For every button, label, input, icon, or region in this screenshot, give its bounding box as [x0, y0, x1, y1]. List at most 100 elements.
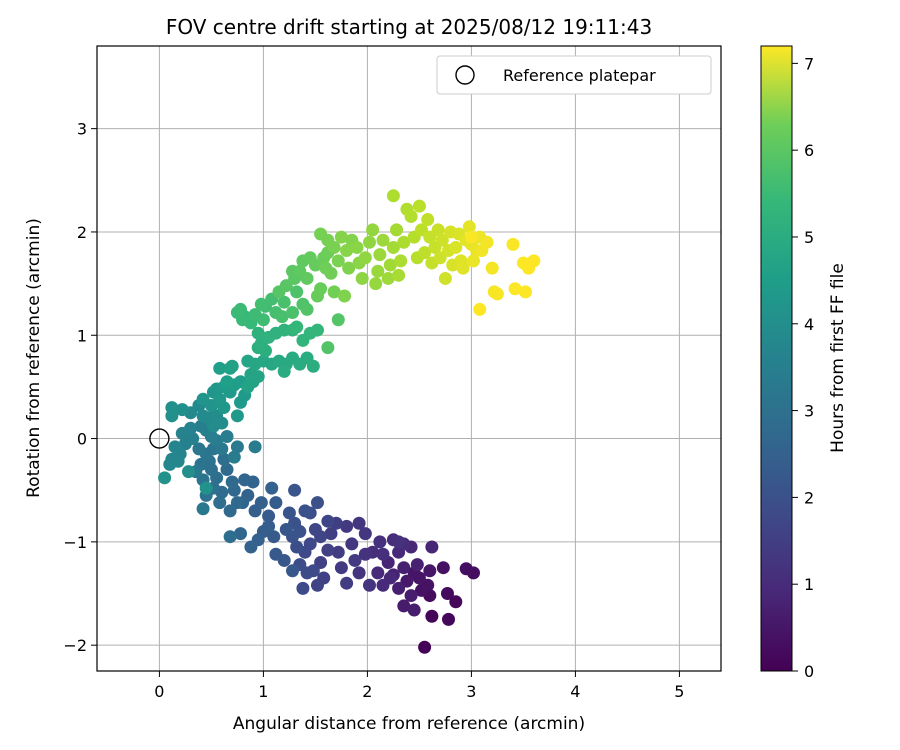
data-point: [459, 562, 473, 576]
data-point: [392, 581, 406, 595]
data-point: [331, 545, 345, 559]
data-point: [352, 516, 366, 530]
data-point: [220, 429, 234, 443]
data-point: [392, 268, 406, 282]
data-point: [269, 547, 283, 561]
data-point: [342, 261, 356, 275]
legend-label: Reference platepar: [503, 66, 656, 85]
data-point: [178, 437, 192, 451]
data-point: [340, 244, 354, 258]
data-point: [376, 578, 390, 592]
data-point: [165, 409, 179, 423]
data-point: [340, 519, 354, 533]
data-point: [262, 519, 276, 533]
data-point: [407, 603, 421, 617]
data-point: [355, 271, 369, 285]
data-point: [369, 277, 383, 291]
y-tick-label: 1: [77, 326, 87, 345]
data-point: [310, 323, 324, 337]
reference-point: [149, 428, 170, 449]
data-point: [225, 359, 239, 373]
data-point: [331, 313, 345, 327]
data-point: [298, 504, 312, 518]
data-point: [310, 496, 324, 510]
data-point: [248, 440, 262, 454]
data-point: [324, 527, 338, 541]
data-point: [456, 261, 470, 275]
data-point: [300, 271, 314, 285]
data-point: [373, 248, 387, 262]
data-point: [373, 535, 387, 549]
data-point: [376, 233, 390, 247]
data-point: [418, 246, 432, 260]
data-point: [286, 564, 300, 578]
data-point: [321, 543, 335, 557]
data-point: [394, 254, 408, 268]
colorbar-gradient: [760, 45, 793, 672]
data-point: [275, 310, 289, 324]
data-point: [314, 282, 328, 296]
data-point: [300, 302, 314, 316]
data-point: [376, 547, 390, 561]
data-points: [158, 189, 541, 654]
data-point: [327, 285, 341, 299]
data-point: [321, 341, 335, 355]
data-point: [213, 361, 227, 375]
x-tick-label: 1: [258, 682, 268, 701]
data-point: [334, 561, 348, 575]
y-tick-label: 2: [77, 223, 87, 242]
x-tick-label: 3: [466, 682, 476, 701]
data-point: [485, 261, 499, 275]
colorbar-ticks: 0 1 2 3 4 5 6 7: [792, 54, 814, 681]
data-point: [371, 566, 385, 580]
data-point: [308, 522, 322, 536]
data-point: [290, 285, 304, 299]
data-point: [366, 223, 380, 237]
data-point: [490, 287, 504, 301]
legend-marker: [455, 65, 475, 85]
data-point: [238, 473, 252, 487]
colorbar-tick-label: 7: [804, 54, 814, 73]
data-point: [163, 457, 177, 471]
data-point: [310, 578, 324, 592]
data-point: [277, 295, 291, 309]
data-point: [251, 326, 265, 340]
data-point: [321, 514, 335, 528]
data-point: [410, 558, 424, 572]
data-point: [223, 530, 237, 544]
data-point: [381, 271, 395, 285]
reference-marker: [149, 428, 170, 449]
data-point: [436, 561, 450, 575]
x-tick-label: 0: [154, 682, 164, 701]
colorbar-tick-label: 3: [804, 402, 814, 421]
data-point: [290, 320, 304, 334]
data-point: [462, 220, 476, 234]
y-tick-label: 3: [77, 120, 87, 139]
data-point: [282, 506, 296, 520]
data-point: [464, 230, 478, 244]
data-point: [412, 199, 426, 213]
data-point: [480, 235, 494, 249]
colorbar-label: Hours from first FF file: [828, 263, 848, 453]
data-point: [340, 576, 354, 590]
data-point: [225, 475, 239, 489]
data-point: [192, 442, 206, 456]
data-point: [440, 587, 454, 601]
data-point: [435, 233, 449, 247]
x-axis-label: Angular distance from reference (arcmin): [233, 714, 585, 734]
y-axis-ticks: −2 −1 0 1 2 3: [63, 120, 97, 655]
data-point: [220, 463, 234, 477]
data-point: [230, 440, 244, 454]
data-point: [158, 471, 172, 485]
data-point: [196, 502, 210, 516]
data-point: [196, 392, 210, 406]
data-point: [438, 271, 452, 285]
data-point: [296, 581, 310, 595]
data-point: [215, 416, 229, 430]
data-point: [327, 240, 341, 254]
data-point: [358, 527, 372, 541]
data-point: [386, 189, 400, 203]
data-point: [279, 522, 293, 536]
data-point: [251, 370, 265, 384]
